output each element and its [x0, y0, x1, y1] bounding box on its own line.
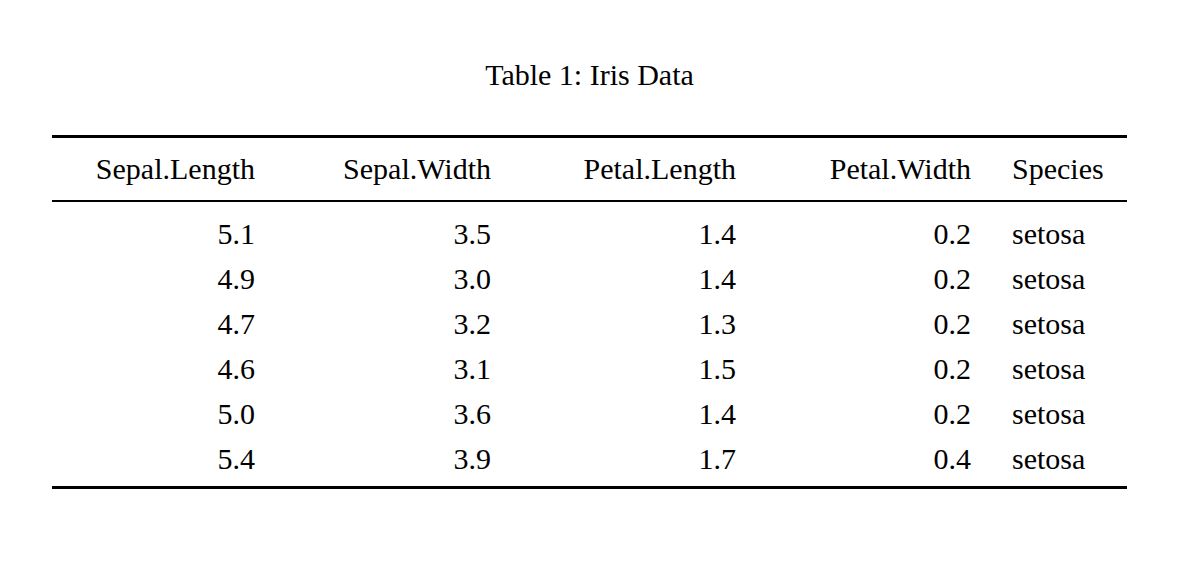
table-cell: 3.5 — [275, 201, 511, 256]
column-header-sepal-length: Sepal.Length — [52, 137, 275, 202]
table-cell: 0.2 — [756, 201, 991, 256]
table-cell: 1.7 — [511, 436, 756, 488]
table-cell: 1.4 — [511, 201, 756, 256]
table-cell: 4.7 — [52, 301, 275, 346]
table-row: 4.7 3.2 1.3 0.2 setosa — [52, 301, 1127, 346]
table-row: 5.0 3.6 1.4 0.2 setosa — [52, 391, 1127, 436]
table-cell: 1.3 — [511, 301, 756, 346]
table-cell: 3.9 — [275, 436, 511, 488]
table-cell: 0.2 — [756, 391, 991, 436]
table-cell: 4.6 — [52, 346, 275, 391]
column-header-species: Species — [991, 137, 1127, 202]
table-cell: 3.6 — [275, 391, 511, 436]
table-caption: Table 1: Iris Data — [52, 57, 1127, 93]
header-row: Sepal.Length Sepal.Width Petal.Length Pe… — [52, 137, 1127, 202]
table-row: 5.4 3.9 1.7 0.4 setosa — [52, 436, 1127, 488]
table-row: 4.9 3.0 1.4 0.2 setosa — [52, 256, 1127, 301]
iris-data-table: Sepal.Length Sepal.Width Petal.Length Pe… — [52, 135, 1127, 489]
table-cell: 1.5 — [511, 346, 756, 391]
table-cell: setosa — [991, 201, 1127, 256]
table-cell: 5.1 — [52, 201, 275, 256]
table-cell: setosa — [991, 346, 1127, 391]
table-cell: 0.2 — [756, 301, 991, 346]
table-cell: setosa — [991, 436, 1127, 488]
table-row: 5.1 3.5 1.4 0.2 setosa — [52, 201, 1127, 256]
table-cell: setosa — [991, 256, 1127, 301]
table-cell: setosa — [991, 301, 1127, 346]
table-cell: 0.2 — [756, 256, 991, 301]
table-cell: 3.0 — [275, 256, 511, 301]
table-cell: 5.4 — [52, 436, 275, 488]
table-cell: 3.1 — [275, 346, 511, 391]
column-header-petal-width: Petal.Width — [756, 137, 991, 202]
table-cell: 3.2 — [275, 301, 511, 346]
column-header-petal-length: Petal.Length — [511, 137, 756, 202]
table-cell: setosa — [991, 391, 1127, 436]
table-row: 4.6 3.1 1.5 0.2 setosa — [52, 346, 1127, 391]
table-cell: 1.4 — [511, 256, 756, 301]
table-cell: 1.4 — [511, 391, 756, 436]
column-header-sepal-width: Sepal.Width — [275, 137, 511, 202]
table-cell: 0.2 — [756, 346, 991, 391]
table-cell: 0.4 — [756, 436, 991, 488]
table-cell: 5.0 — [52, 391, 275, 436]
document-page: Table 1: Iris Data Sepal.Length Sepal.Wi… — [0, 0, 1202, 580]
table-cell: 4.9 — [52, 256, 275, 301]
